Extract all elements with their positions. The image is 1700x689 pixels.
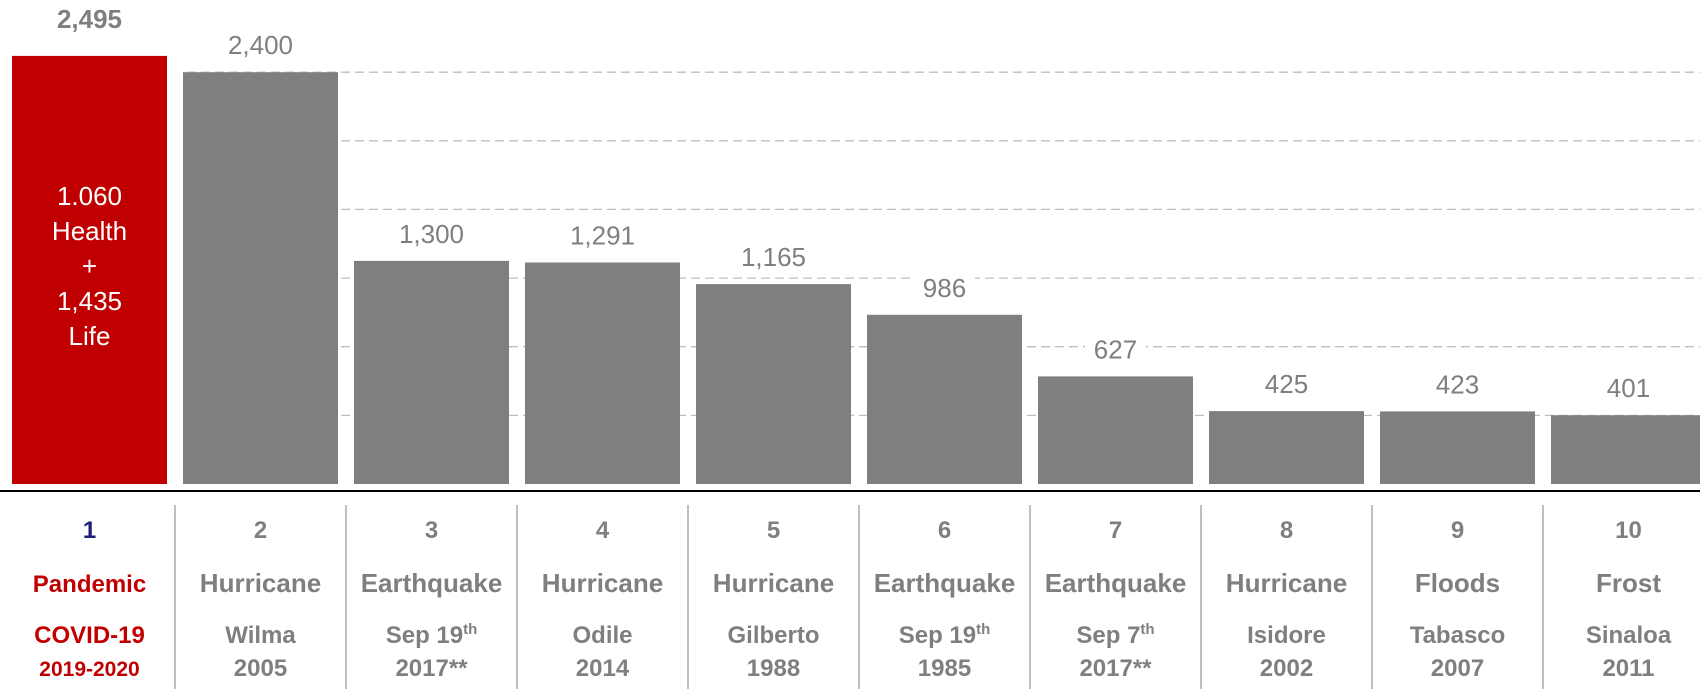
year-label-2: 2005 (234, 655, 287, 682)
bar-7 (1038, 376, 1193, 484)
type-label-6: Earthquake (874, 568, 1016, 598)
type-label-7: Earthquake (1045, 568, 1187, 598)
year-label-10: 2011 (1602, 655, 1654, 682)
rank-label-6: 6 (938, 517, 951, 544)
value-label-bg-7 (1085, 334, 1146, 367)
rank-label-8: 8 (1280, 517, 1293, 544)
rank-label-5: 5 (767, 517, 780, 544)
type-label-4: Hurricane (542, 568, 663, 598)
value-label-bg-8 (1256, 369, 1317, 402)
category-separators (174, 505, 1544, 689)
name-label-9: Tabasco (1410, 622, 1506, 649)
type-label-2: Hurricane (200, 568, 321, 598)
bar-2 (183, 72, 338, 484)
inside-label-line-5: Life (69, 321, 111, 351)
year-label-5: 1988 (747, 655, 800, 682)
value-label-8: 425 (1265, 369, 1308, 399)
type-label-5: Hurricane (713, 568, 834, 598)
value-label-6: 986 (923, 273, 966, 303)
name-label-7: Sep 7th (1076, 621, 1154, 649)
value-label-9: 423 (1436, 369, 1479, 399)
rank-label-4: 4 (596, 517, 610, 544)
value-label-1: 2,495 (57, 4, 122, 34)
name-label-2: Wilma (225, 622, 296, 649)
name-superscript-7: th (1140, 621, 1154, 638)
bar-6 (867, 314, 1022, 484)
value-label-bg-3 (386, 218, 477, 251)
rank-label-10: 10 (1615, 517, 1642, 544)
year-label-6: 1985 (918, 655, 971, 682)
bar-1 (12, 55, 167, 485)
value-label-bg-10 (1598, 373, 1659, 406)
value-labels: 2,495 1.060 Health +1,435 Life 2,400 1,300 1,29… (52, 4, 1659, 406)
year-label-4: 2014 (576, 655, 630, 682)
year-label-8: 2002 (1260, 655, 1313, 682)
value-label-bg-6 (914, 272, 975, 305)
year-label-9: 2007 (1431, 655, 1484, 682)
inside-label-line-2: Health (52, 216, 127, 246)
value-label-bg-5 (728, 242, 819, 275)
bar-9 (1380, 411, 1535, 484)
name-label-10: Sinaloa (1586, 622, 1672, 649)
value-label-2: 2,400 (228, 30, 293, 60)
value-label-4: 1,291 (570, 221, 635, 251)
name-label-6: Sep 19th (899, 621, 991, 649)
year-label-1: 2019-2020 (39, 658, 139, 681)
inside-label-line-4: 1,435 (57, 286, 122, 316)
name-superscript-6: th (976, 621, 990, 638)
rank-label-7: 7 (1109, 517, 1122, 544)
name-label-1: COVID-19 (34, 622, 145, 649)
bar-8 (1209, 411, 1364, 484)
name-superscript-3: th (463, 621, 477, 638)
name-label-3: Sep 19th (386, 621, 478, 649)
name-label-8: Isidore (1247, 622, 1326, 649)
rank-label-1: 1 (83, 517, 96, 544)
value-label-bg-9 (1427, 369, 1488, 402)
inside-label-line-1: 1.060 (57, 181, 122, 211)
name-label-5: Gilberto (727, 622, 819, 649)
type-label-8: Hurricane (1226, 568, 1347, 598)
name-label-4: Odile (572, 622, 632, 649)
value-label-10: 401 (1607, 373, 1650, 403)
bars (12, 55, 1700, 485)
value-label-5: 1,165 (741, 242, 806, 272)
type-label-3: Earthquake (361, 568, 503, 598)
value-label-bg-2 (215, 30, 306, 63)
bar-5 (696, 284, 851, 484)
value-label-7: 627 (1094, 334, 1137, 364)
bar-4 (525, 262, 680, 484)
rank-label-3: 3 (425, 517, 438, 544)
type-label-9: Floods (1415, 568, 1500, 598)
type-label-10: Frost (1596, 568, 1661, 598)
value-label-bg-4 (557, 220, 648, 253)
type-label-1: Pandemic (33, 571, 146, 598)
bar-10 (1551, 415, 1700, 484)
rank-label-9: 9 (1451, 517, 1464, 544)
bar-3 (354, 260, 509, 484)
rank-label-2: 2 (254, 517, 267, 544)
year-label-3: 2017** (395, 655, 468, 682)
category-labels: 1 Pandemic COVID-19 2019-2020 2 Hurricane Wilm… (33, 517, 1672, 682)
value-label-3: 1,300 (399, 219, 464, 249)
year-label-7: 2017** (1079, 655, 1152, 682)
inside-label-line-3: + (82, 251, 97, 281)
